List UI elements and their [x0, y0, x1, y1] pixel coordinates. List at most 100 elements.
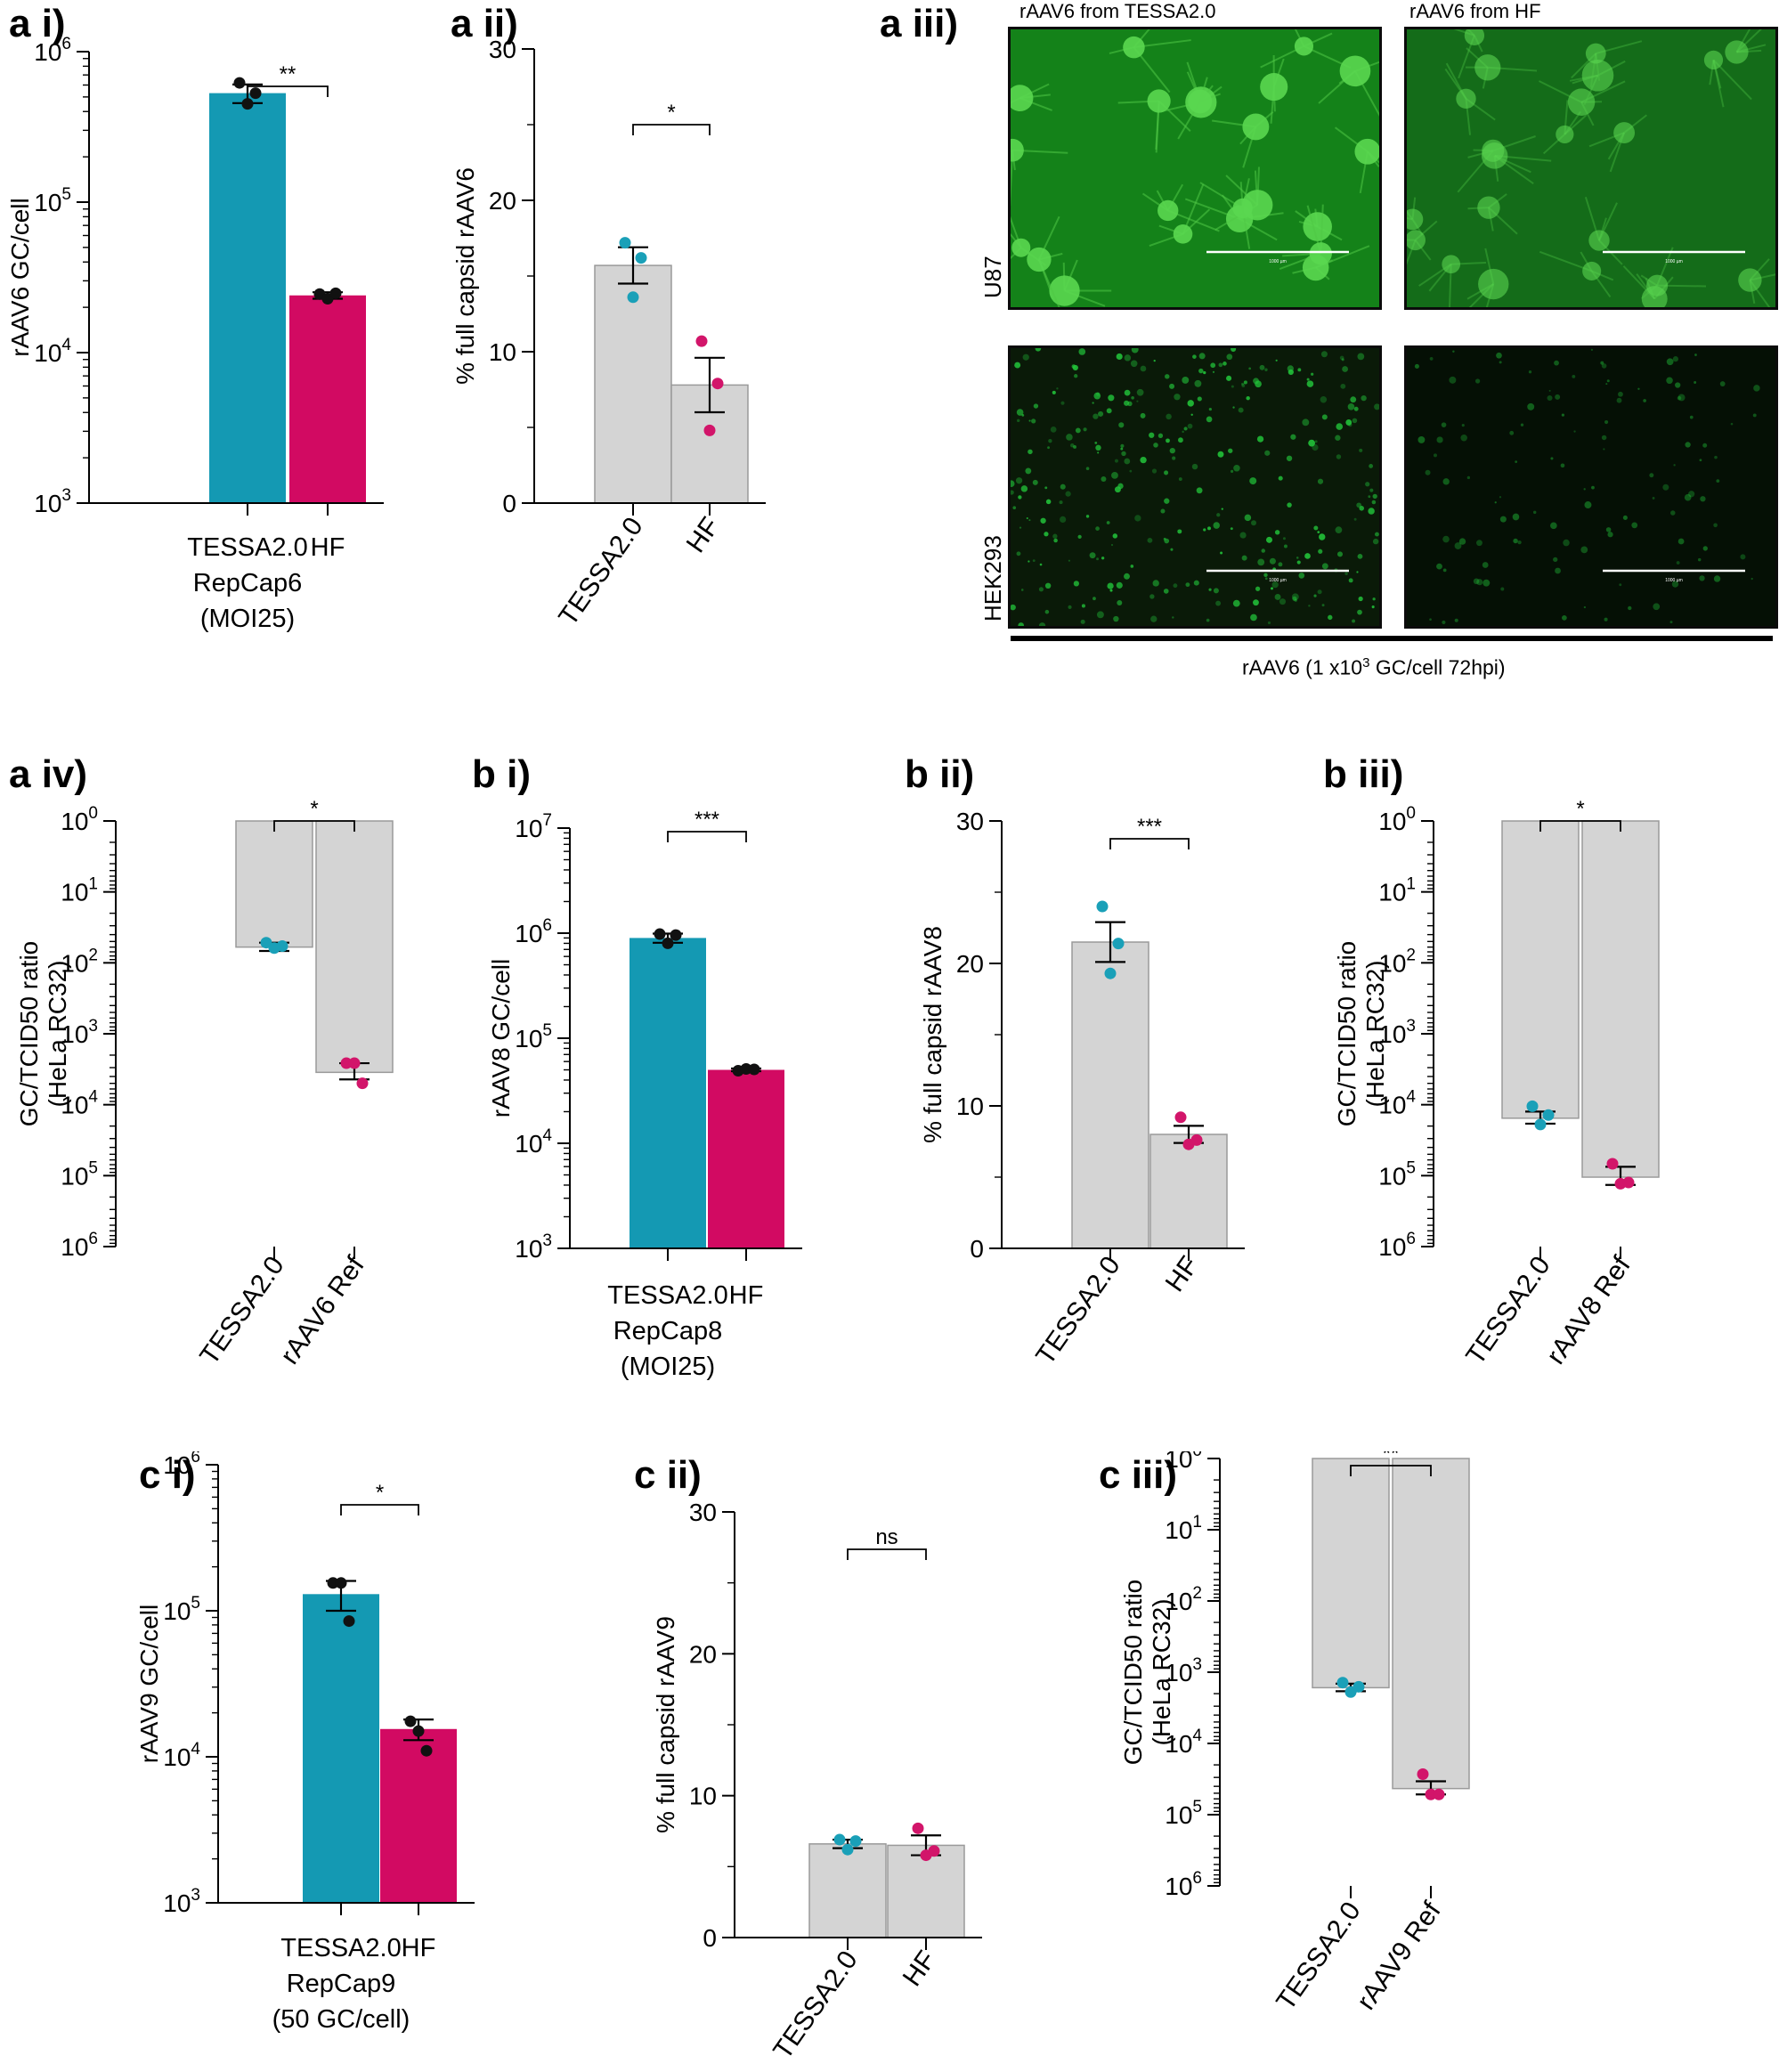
data-point-1-1 — [1096, 900, 1109, 913]
y-tick-label: 10 — [489, 338, 516, 366]
data-point-1-3 — [343, 1615, 355, 1628]
y-tick-label: 100 — [1378, 804, 1416, 835]
fluorescent-spot — [1365, 482, 1370, 487]
y-tick-label: 30 — [956, 808, 984, 835]
bar-2 — [315, 820, 394, 1074]
fluorescent-spot — [1308, 605, 1311, 607]
y-tick-label: 100 — [1165, 1451, 1202, 1473]
data-point-2-3 — [1622, 1176, 1635, 1189]
fluorescent-spot — [1172, 456, 1176, 460]
fluorescent-spot — [1241, 384, 1246, 388]
cell-body — [1456, 88, 1476, 110]
fluorescent-spot — [1032, 559, 1036, 563]
scale-bar-label: 1000 µm — [1269, 578, 1287, 583]
fluorescent-spot — [1018, 622, 1024, 626]
cell-body — [1049, 275, 1080, 306]
significance-bracket — [667, 831, 747, 842]
fluorescent-spot — [1278, 562, 1283, 567]
cell-body — [1442, 255, 1461, 274]
fluorescent-spot — [1178, 437, 1183, 443]
x-category-label: (MOI25) — [621, 1353, 715, 1381]
y-tick-label: 103 — [61, 1017, 98, 1048]
fluorescent-spot — [1226, 353, 1233, 361]
fluorescent-spot — [1601, 363, 1607, 369]
significance-label: * — [1576, 797, 1584, 821]
fluorescent-spot — [1170, 548, 1174, 551]
x-category-label: RepCap9 — [287, 1970, 396, 1998]
fluorescent-spot — [1264, 577, 1268, 581]
x-category-label: RepCap8 — [613, 1317, 723, 1345]
chart-c-iii: 100 101 102 103 104 105 106 GC/TCID50 ratio(HeL… — [1119, 1451, 1470, 2016]
fluorescent-spot — [1688, 491, 1695, 498]
cell-body — [1232, 198, 1253, 219]
y-axis-label: rAAV6 GC/cell — [6, 198, 34, 356]
cell-body — [1339, 55, 1371, 87]
fluorescent-spot — [1527, 402, 1535, 410]
x-category-label: HF — [311, 533, 345, 562]
data-point-1-2 — [662, 937, 674, 949]
fluorescent-spot — [1368, 508, 1375, 515]
fluorescent-spot — [1074, 374, 1078, 378]
y-axis-label: GC/TCID50 ratio — [1119, 1580, 1147, 1766]
fluorescent-spot — [1460, 435, 1467, 442]
fluorescent-spot — [1230, 469, 1234, 473]
data-point-2-2 — [348, 1057, 361, 1069]
fluorescent-spot — [1603, 448, 1605, 451]
fluorescent-spot — [1600, 361, 1604, 365]
fluorescent-spot — [1121, 451, 1126, 457]
fluorescent-spot — [1083, 427, 1087, 432]
y-axis-label: (HeLa RC32) — [44, 961, 71, 1108]
fluorescent-spot — [1152, 580, 1159, 587]
fluorescent-spot — [1183, 427, 1188, 431]
fluorescent-spot — [1016, 551, 1021, 557]
data-point-1-2 — [627, 291, 639, 304]
fluorescent-spot — [1106, 521, 1110, 524]
bar-2 — [708, 1069, 784, 1248]
panel-label-a-iii: a iii) — [880, 2, 959, 45]
cell-body — [1646, 274, 1669, 297]
y-tick-label: 103 — [163, 1886, 200, 1917]
fluorescent-spot — [1158, 433, 1164, 438]
fluorescent-spot — [1441, 422, 1447, 427]
fluorescent-spot — [1336, 454, 1342, 459]
fluorescent-spot — [1433, 453, 1437, 458]
y-tick-label: 20 — [689, 1640, 717, 1668]
fluorescent-spot — [1025, 467, 1032, 475]
cell-body — [1567, 88, 1596, 116]
fluorescent-spot — [1085, 515, 1090, 518]
data-point-1-3 — [670, 929, 682, 941]
fluorescent-spot — [1190, 413, 1193, 417]
y-tick-label: 103 — [1165, 1655, 1202, 1686]
x-category-label: TESSA2.0 — [187, 533, 307, 562]
fluorescent-spot — [1160, 508, 1166, 514]
chart-c-ii: 0 10 20 30 % full capsid rAAV9 TESSA2.0 HF ns — [652, 1499, 982, 2065]
fluorescent-spot — [1060, 401, 1065, 405]
fluorescent-spot — [1101, 476, 1107, 483]
y-tick-label: 106 — [1165, 1869, 1202, 1900]
fluorescent-spot — [1622, 515, 1628, 520]
y-tick-label: 103 — [34, 486, 71, 517]
fluorescent-spot — [1011, 480, 1015, 487]
x-category-label: RepCap6 — [193, 569, 303, 597]
fluorescent-spot — [1677, 394, 1686, 402]
fluorescent-spot — [1107, 582, 1114, 589]
fluorescent-spot — [1012, 506, 1017, 509]
fluorescent-spot — [1345, 419, 1353, 426]
fluorescent-spot — [1517, 540, 1522, 545]
fluorescent-spot — [1060, 516, 1067, 524]
error-bar-1 — [1095, 921, 1125, 963]
fluorescent-spot — [1124, 458, 1131, 465]
fluorescent-spot — [1065, 491, 1071, 497]
fluorescent-spot — [1194, 379, 1202, 387]
fluorescent-spot — [1068, 605, 1072, 609]
fluorescent-spot — [1212, 370, 1215, 373]
fluorescent-spot — [1241, 555, 1247, 561]
fluorescent-spot — [1111, 471, 1118, 479]
fluorescent-spot — [1246, 395, 1250, 401]
data-point-2-3 — [748, 1063, 760, 1076]
fluorescent-spot — [1555, 567, 1561, 574]
data-point-1-1 — [1526, 1100, 1539, 1112]
panel-label-b-iii: b iii) — [1323, 752, 1404, 796]
fluorescent-spot — [1073, 581, 1079, 587]
fluorescent-spot — [1196, 487, 1203, 494]
